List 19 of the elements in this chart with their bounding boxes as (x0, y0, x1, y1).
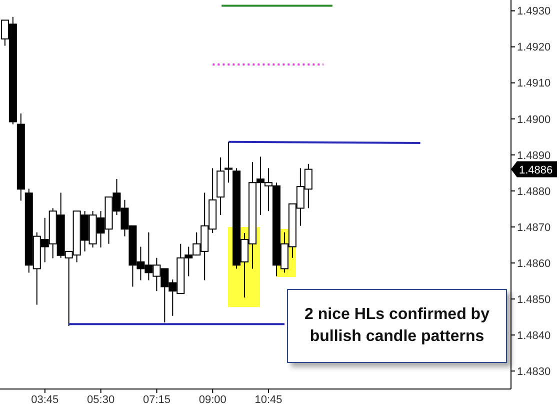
x-tick-label: 09:00 (198, 394, 226, 406)
y-tick-label: 1.4840 (517, 330, 551, 342)
candlestick (224, 141, 233, 184)
x-tick-label: 05:30 (87, 394, 115, 406)
y-tick-label: 1.4850 (517, 294, 551, 306)
x-tick-label: 10:45 (254, 394, 282, 406)
x-tick-label: 03:45 (31, 394, 59, 406)
y-tick-label: 1.4880 (517, 186, 551, 198)
y-tick-label: 1.4830 (517, 366, 551, 378)
y-tick-label: 1.4860 (517, 258, 551, 270)
y-tick-label: 1.4870 (517, 222, 551, 234)
y-tick-label: 1.4930 (517, 6, 551, 18)
x-tick-label: 07:15 (142, 394, 170, 406)
annotation: 2 nice HLs confirmed by bullish candle patterns (287, 289, 507, 363)
y-tick-label: 1.4900 (517, 114, 551, 126)
y-tick-label: 1.4920 (517, 42, 551, 54)
y-tick-label: 1.4910 (517, 78, 551, 90)
text: 1.4886 (519, 164, 553, 176)
y-tick-label: 1.4890 (517, 150, 551, 162)
